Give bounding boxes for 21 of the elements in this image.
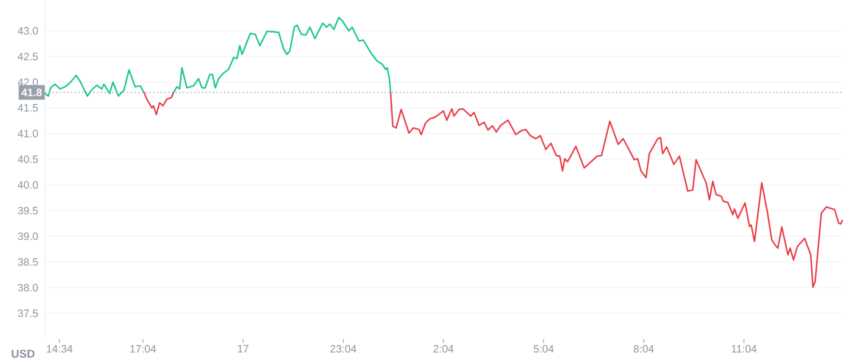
y-tick-label: 39.0 [18,232,38,240]
x-tick-label: 11:04 [732,345,757,353]
y-tick-label: 38.5 [18,258,38,266]
y-tick-label: 41.5 [18,104,38,112]
x-tick-label: 2:04 [434,345,454,353]
x-tick-label: 17 [238,345,249,352]
y-tick-label: 42.5 [18,52,38,60]
ref-line-label: 41.8 [21,88,42,96]
y-tick-label: 40.5 [18,155,38,164]
y-tick-label: 43.0 [18,27,38,35]
y-tick-label: 39.5 [18,206,38,214]
y-tick-label: 37.5 [18,310,38,318]
x-tick-label: 23:04 [330,345,356,353]
y-tick-label: 41.0 [18,130,38,138]
x-tick-label: 8:04 [634,345,654,353]
x-tick-label: 5:04 [534,345,554,353]
y-tick-label: 38.0 [18,284,38,292]
y-tick-label: 40.0 [18,181,38,189]
y-axis-title: USD [12,350,34,358]
x-tick-label: 14:34 [46,345,73,353]
x-tick-label: 17:04 [130,345,156,353]
